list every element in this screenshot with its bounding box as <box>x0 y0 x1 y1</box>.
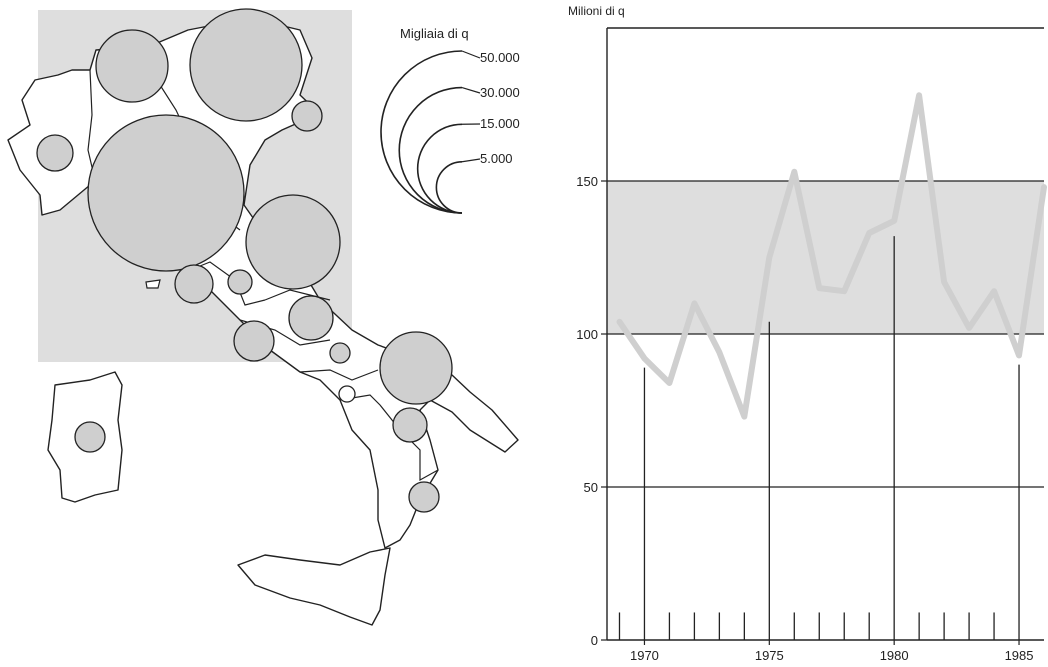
shaded-band <box>607 181 1044 334</box>
legend-arc <box>398 86 463 214</box>
y-tick-label: 0 <box>591 633 598 648</box>
legend-value-label: 5.000 <box>480 151 513 166</box>
region-bubble <box>408 481 440 513</box>
region-bubble <box>392 407 428 443</box>
sicily-outline <box>237 547 391 626</box>
region-bubble <box>291 100 323 132</box>
bubble-size-legend: Migliaia di q 50.000 30.000 15.000 5.000 <box>380 26 520 214</box>
legend-title: Migliaia di q <box>400 26 469 41</box>
legend-value-label: 15.000 <box>480 116 520 131</box>
legend-leader-line <box>461 158 481 163</box>
y-tick-label: 50 <box>584 480 598 495</box>
region-bubble <box>36 134 74 172</box>
region-bubble <box>329 342 351 364</box>
bubble-layer <box>36 8 453 513</box>
legend-arc <box>380 50 463 214</box>
region-bubble <box>74 421 106 453</box>
region-bubble <box>227 269 253 295</box>
x-tick-label: 1970 <box>630 648 659 663</box>
region-bubble <box>233 320 275 362</box>
legend-leader-line <box>461 50 481 59</box>
region-bubble <box>189 8 303 122</box>
region-bubble <box>379 331 453 405</box>
italy-bubble-map: Migliaia di q 50.000 30.000 15.000 5.000 <box>7 8 520 626</box>
legend-leader-line <box>461 86 481 94</box>
x-tick-label: 1980 <box>880 648 909 663</box>
y-tick-label: 100 <box>576 327 598 342</box>
region-bubble <box>338 385 356 403</box>
region-bubble <box>245 194 341 290</box>
legend-arc <box>416 123 463 214</box>
elba-island <box>145 279 161 289</box>
series-line <box>616 92 1047 420</box>
x-tick-label: 1985 <box>1005 648 1034 663</box>
region-bubble <box>87 114 245 272</box>
region-bubble <box>288 295 334 341</box>
y-tick-label: 150 <box>576 174 598 189</box>
x-tick-label: 1975 <box>755 648 784 663</box>
legend-value-label: 30.000 <box>480 85 520 100</box>
region-bubble <box>95 29 169 103</box>
legend-arc <box>435 160 463 214</box>
region-bubble <box>174 264 214 304</box>
legend-value-label: 50.000 <box>480 50 520 65</box>
y-axis-label: Milioni di q <box>568 4 625 18</box>
line-chart: Milioni di q 0 50 100 150 1970 1975 1980 1985 <box>568 4 1047 663</box>
